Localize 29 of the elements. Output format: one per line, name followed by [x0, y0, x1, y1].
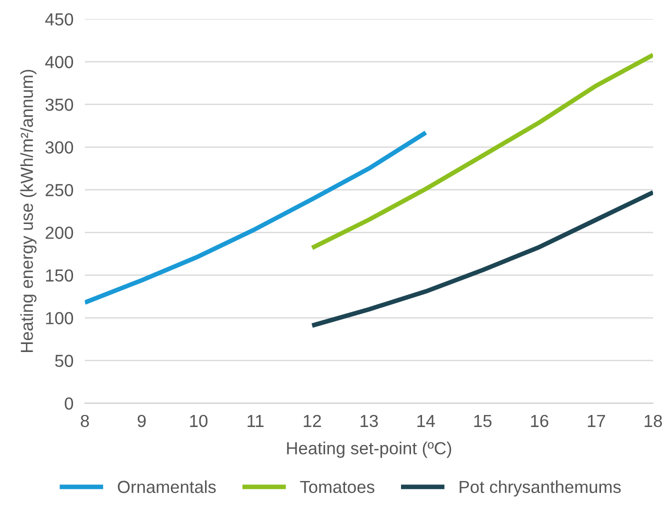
x-tick-label: 13: [360, 414, 378, 428]
line-series: [84, 130, 428, 305]
x-tick-label: 16: [531, 414, 548, 428]
legend-label: Ornamentals: [118, 480, 216, 494]
x-tick-label: 12: [304, 414, 321, 427]
y-tick-label: 250: [46, 184, 74, 196]
x-tick-label: 14: [417, 414, 435, 427]
x-tick-label: 11: [248, 414, 264, 427]
line-series: [310, 52, 654, 250]
x-tick-label: 8: [80, 414, 89, 428]
y-tick-label: 350: [45, 98, 74, 111]
line-series: [310, 190, 654, 328]
x-tick-label: 18: [644, 414, 662, 428]
y-tick-label: 0: [64, 397, 74, 410]
y-tick-label: 150: [46, 269, 74, 282]
legend-label: Pot chrysanthemums: [460, 480, 621, 497]
x-tick-label: 10: [190, 414, 208, 428]
x-tick-label: 9: [138, 414, 146, 428]
y-axis-title: Heating energy use (kWh/m²/annum): [20, 70, 36, 352]
x-tick-label: 17: [588, 414, 606, 427]
legend-label: Tomatoes: [300, 480, 374, 494]
y-tick-label: 100: [46, 312, 74, 324]
y-tick-label: 200: [46, 226, 74, 239]
y-tick-label: 450: [45, 13, 74, 26]
y-tick-label: 50: [55, 354, 74, 368]
x-axis-title: Heating set-point (ºC): [287, 442, 452, 458]
y-tick-label: 300: [45, 141, 74, 154]
y-tick-label: 400: [45, 56, 74, 68]
x-tick-label: 15: [474, 414, 492, 428]
